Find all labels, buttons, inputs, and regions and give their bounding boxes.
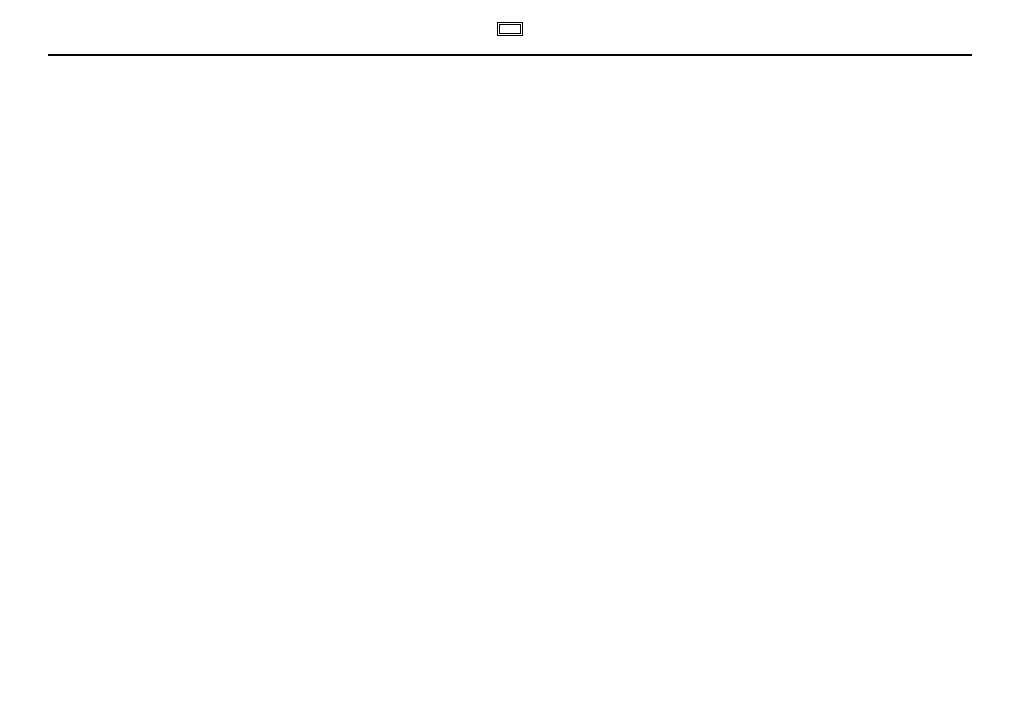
col-telephone [875,55,972,56]
col-section [200,55,381,56]
associations-table [48,54,972,56]
col-president [381,55,532,56]
col-association [49,55,200,56]
col-adresse [532,55,875,56]
table-header-row [49,55,972,56]
page-title [497,22,523,36]
